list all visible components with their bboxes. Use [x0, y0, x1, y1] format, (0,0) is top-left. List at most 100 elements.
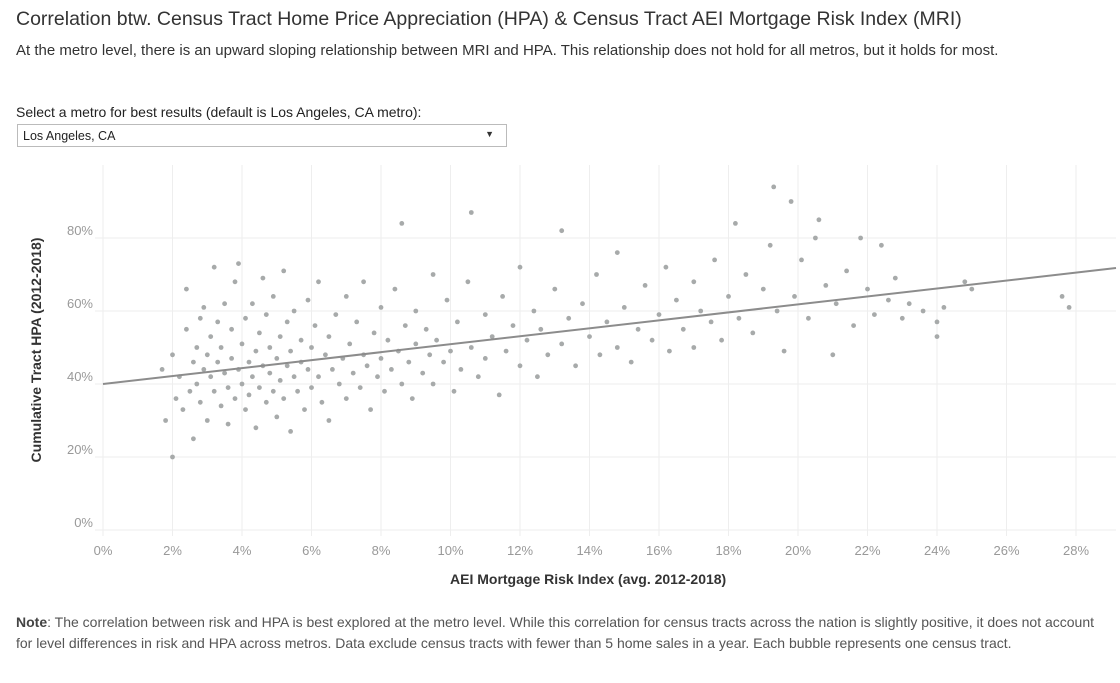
x-tick-label: 20% [785, 543, 811, 558]
data-point [218, 345, 224, 350]
data-point [257, 330, 262, 336]
data-point [295, 388, 300, 394]
data-point [316, 279, 321, 285]
data-point [347, 341, 353, 347]
data-point [298, 337, 304, 343]
data-point [767, 242, 773, 248]
data-point [361, 279, 366, 285]
data-point [468, 345, 474, 350]
data-point [229, 326, 235, 332]
data-point [719, 337, 724, 343]
x-tick-label: 16% [646, 543, 672, 558]
x-tick-label: 14% [576, 543, 602, 558]
data-point [267, 370, 273, 376]
x-tick-label: 4% [233, 543, 252, 558]
data-point [899, 315, 905, 321]
data-point [691, 279, 697, 285]
data-point [566, 315, 572, 321]
data-point [267, 345, 273, 350]
data-point [760, 286, 766, 292]
data-point [191, 436, 196, 442]
metro-dropdown[interactable]: Los Angeles, CA ▼ [17, 124, 507, 147]
data-point [163, 418, 169, 423]
data-point [726, 294, 731, 299]
data-point [792, 294, 797, 299]
data-point [420, 370, 426, 376]
data-point [243, 315, 248, 321]
note-label: Note [16, 614, 48, 630]
data-point [201, 367, 207, 372]
data-point [305, 367, 311, 372]
data-point [218, 403, 224, 409]
data-point [813, 235, 818, 241]
data-point [277, 378, 283, 383]
data-point [211, 388, 217, 394]
data-point [187, 388, 193, 394]
data-point [333, 312, 339, 317]
data-point [482, 356, 488, 361]
data-point [277, 334, 283, 339]
x-tick-label: 0% [94, 543, 113, 558]
data-point [288, 348, 293, 354]
data-point [458, 367, 464, 372]
data-point [663, 264, 669, 270]
data-point [184, 286, 189, 292]
footnote: Note: The correlation between risk and H… [16, 612, 1111, 654]
data-point [204, 418, 210, 423]
data-point [427, 352, 433, 358]
data-point [604, 319, 610, 325]
data-point [628, 359, 634, 365]
data-point [253, 425, 259, 431]
note-text: : The correlation between risk and HPA i… [16, 614, 1095, 651]
data-point [635, 326, 641, 332]
data-point [184, 326, 189, 332]
data-point [465, 279, 471, 285]
caret-down-icon[interactable]: ▼ [485, 129, 494, 139]
data-point [413, 308, 419, 314]
data-point [524, 337, 530, 343]
data-point [316, 374, 321, 380]
data-point [573, 363, 578, 369]
data-point [642, 283, 648, 288]
data-point [354, 319, 360, 325]
data-point [844, 268, 849, 274]
data-point [357, 385, 363, 390]
data-point [538, 326, 544, 332]
data-point [680, 326, 686, 332]
data-point [444, 297, 450, 303]
data-point [799, 257, 804, 263]
data-point [559, 341, 565, 347]
data-point [375, 374, 380, 380]
data-point [406, 359, 412, 365]
data-point [552, 286, 558, 292]
data-point [309, 385, 314, 390]
x-tick-label: 2% [163, 543, 182, 558]
data-point [503, 348, 509, 354]
y-tick-label: 60% [67, 296, 93, 311]
data-point [208, 334, 214, 339]
data-point [489, 334, 495, 339]
data-point [246, 392, 252, 398]
data-point [771, 184, 777, 190]
data-point [496, 392, 502, 398]
data-point [886, 297, 891, 303]
x-tick-label: 28% [1063, 543, 1089, 558]
data-points [159, 184, 1072, 460]
trend-line [102, 267, 1117, 385]
data-point [326, 418, 332, 423]
data-point [239, 341, 245, 347]
data-point [879, 242, 884, 248]
data-point [208, 374, 214, 380]
data-point [173, 396, 179, 401]
data-point [1066, 305, 1072, 310]
data-point [402, 323, 408, 328]
data-point [250, 374, 255, 380]
data-point [816, 217, 822, 223]
data-point [587, 334, 592, 339]
data-point [712, 257, 717, 263]
data-point [597, 352, 603, 358]
x-tick-label: 6% [302, 543, 321, 558]
data-point [865, 286, 870, 292]
data-point [510, 323, 516, 328]
data-point [517, 264, 523, 270]
